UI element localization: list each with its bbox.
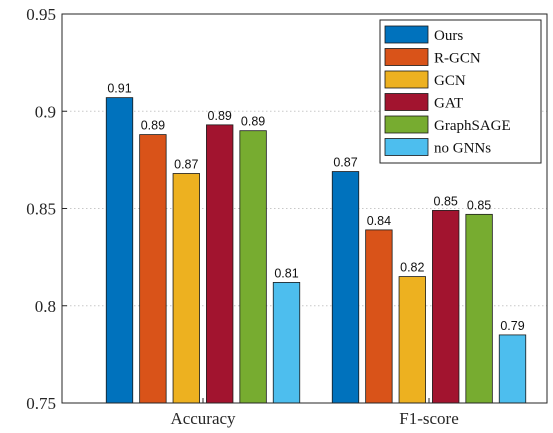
legend-swatch	[384, 115, 429, 134]
data-label: 0.79	[500, 319, 524, 333]
data-labels: 0.91 0.89 0.87 0.89 0.89 0.81 0.87 0.84 0.82 0.85…	[107, 82, 524, 333]
legend-entry: no GNNs	[434, 141, 491, 157]
bar-ours-f1-score	[331, 171, 360, 404]
data-label: 0.85	[434, 194, 458, 208]
data-label: 0.82	[400, 261, 424, 275]
y-tick-label: 0.8	[35, 297, 56, 316]
legend-swatch	[384, 93, 429, 111]
data-label: 0.81	[274, 266, 298, 280]
data-label: 0.91	[107, 82, 131, 96]
bar-ours-accuracy	[105, 97, 134, 404]
bar-graphsage-accuracy	[239, 130, 267, 404]
data-label: 0.85	[467, 198, 491, 212]
legend-entry: GCN	[434, 73, 466, 89]
legend-entry: GAT	[434, 96, 463, 112]
x-tick-label: F1-score	[399, 409, 458, 428]
legend-swatch	[384, 138, 429, 156]
bar-no-gnns-f1-score	[498, 334, 527, 404]
legend-entry: GraphSAGE	[434, 118, 511, 134]
data-label: 0.87	[174, 157, 198, 171]
y-tick-label: 0.95	[26, 5, 56, 24]
legend-entry: Ours	[434, 28, 463, 44]
data-label: 0.89	[241, 115, 265, 129]
bar-r-gcn-f1-score	[365, 229, 393, 404]
y-tick-label: 0.75	[26, 394, 56, 413]
bar-gat-accuracy	[206, 124, 234, 404]
bars	[105, 97, 527, 404]
data-label: 0.89	[208, 109, 232, 123]
bar-gat-f1-score	[432, 210, 460, 404]
x-tick-label: Accuracy	[170, 409, 236, 428]
data-label: 0.89	[141, 119, 165, 133]
bar-r-gcn-accuracy	[139, 134, 167, 404]
data-label: 0.87	[333, 156, 357, 170]
y-tick-label: 0.85	[26, 200, 56, 219]
legend-swatch	[384, 70, 429, 89]
legend-swatch	[384, 25, 429, 44]
bar-gcn-f1-score	[398, 276, 426, 404]
bar-no-gnns-accuracy	[272, 282, 301, 404]
legend: Ours R-GCN GCN GAT GraphSAGE no GNNs	[379, 19, 542, 164]
bar-graphsage-f1-score	[465, 213, 493, 404]
y-axis-ticks: 0.75 0.8 0.85 0.9 0.95	[26, 5, 67, 413]
x-axis-ticks: Accuracy F1-score	[170, 398, 459, 428]
data-label: 0.84	[367, 214, 391, 228]
y-tick-label: 0.9	[35, 102, 56, 121]
legend-swatch	[384, 48, 429, 66]
bar-gcn-accuracy	[172, 173, 200, 404]
legend-entry: R-GCN	[434, 51, 481, 67]
